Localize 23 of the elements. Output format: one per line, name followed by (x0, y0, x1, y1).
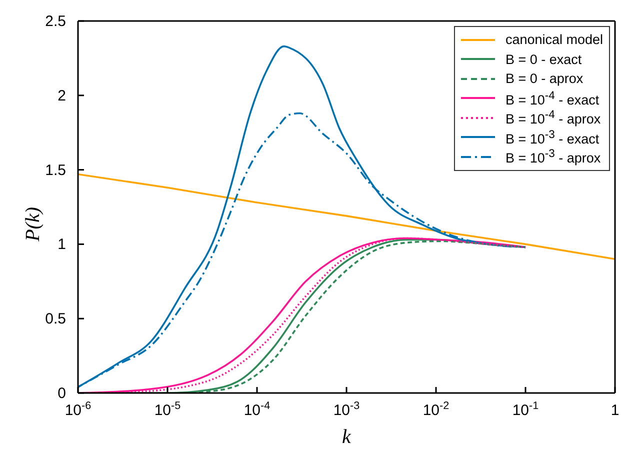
x-tick-label: 1 (610, 402, 620, 419)
y-tick-label: 0 (58, 385, 66, 402)
y-tick-label: 1 (58, 236, 66, 254)
x-tick-label: 10$^{-6}$ (64, 400, 92, 419)
x-tick-label: 10$^{-3}$ (333, 400, 360, 419)
line-series (78, 173, 615, 260)
legend-label: B = 10$^{-4}$ - exact (505, 90, 600, 107)
x-tick-label: 10$^{-4}$ (244, 400, 270, 419)
y-axis-title: P(k) (22, 206, 44, 242)
y-tick-label: 2.5 (45, 13, 66, 30)
y-tick-label: 1.5 (45, 162, 66, 179)
x-tick-label: 10$^{-2}$ (422, 400, 450, 419)
legend-label: B = 10$^{-4}$ - aprox (505, 109, 601, 126)
x-tick-label: 10$^{-1}$ (512, 400, 539, 419)
y-tick-label: 0.5 (45, 310, 66, 328)
x-tick-label: 10$^{-5}$ (154, 400, 181, 419)
legend-label: B = 10$^{-3}$ - aprox (505, 148, 601, 166)
legend-label: B = 0 - aprox (505, 71, 584, 86)
legend-label: canonical model (505, 32, 603, 48)
legend-label: B = 10$^{-3}$ - exact (505, 128, 600, 146)
x-axis-title: k (342, 426, 352, 448)
y-tick-label: 2 (58, 87, 66, 104)
legend-label: B = 0 - exact (505, 52, 582, 67)
